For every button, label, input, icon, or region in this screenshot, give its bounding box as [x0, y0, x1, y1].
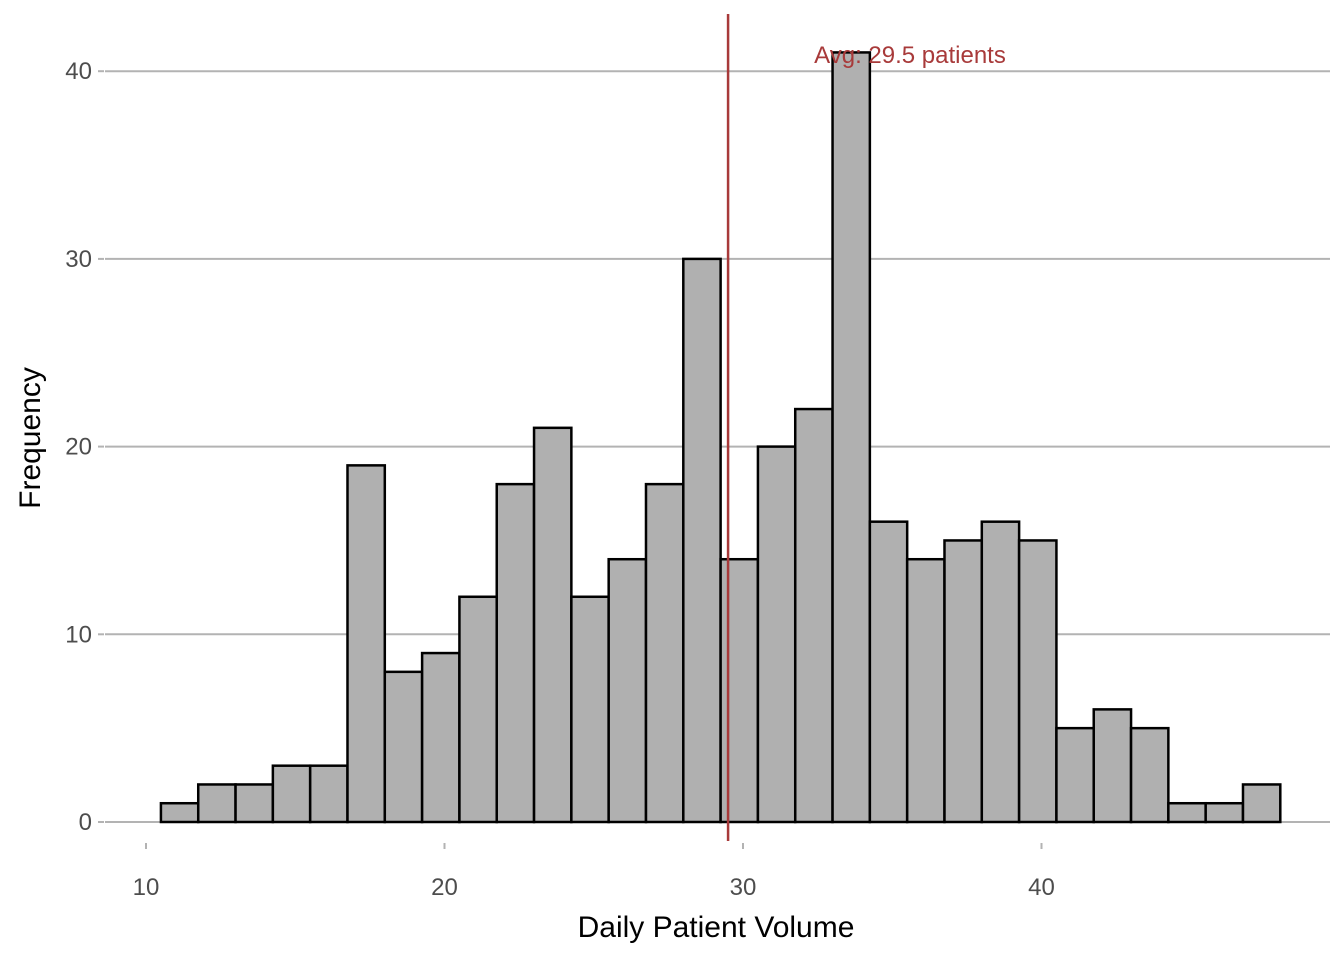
- histogram-bar: [607, 557, 648, 824]
- histogram-bar: [196, 783, 237, 824]
- histogram-bar: [234, 783, 275, 824]
- histogram-bar: [756, 445, 797, 824]
- histogram-bar: [868, 520, 909, 824]
- histogram-bar: [570, 595, 610, 824]
- y-axis-title: Frequency: [14, 367, 47, 509]
- y-tick-label: 20: [65, 434, 92, 461]
- x-tick-label: 30: [730, 874, 757, 901]
- histogram-bar: [458, 595, 498, 824]
- histogram-bar: [495, 482, 536, 824]
- histogram-bar: [905, 557, 946, 824]
- histogram-bar: [719, 557, 760, 824]
- histogram-bar: [271, 764, 312, 824]
- histogram-bar: [831, 51, 872, 824]
- histogram-bar: [1204, 801, 1245, 824]
- histogram-bar: [1167, 801, 1207, 824]
- histogram-bar: [308, 764, 349, 824]
- histogram-bar: [943, 539, 984, 824]
- histogram-bar: [159, 801, 200, 824]
- histogram-bar: [1017, 539, 1058, 824]
- histogram-bar: [346, 464, 387, 824]
- histogram-bar: [644, 482, 685, 824]
- histogram-bar: [1129, 726, 1170, 824]
- mean-reference-label: Avg: 29.5 patients: [814, 42, 1006, 69]
- y-tick-label: 0: [79, 809, 92, 836]
- histogram-bar: [980, 520, 1021, 824]
- histogram-bar: [1092, 708, 1133, 824]
- x-tick-label: 40: [1028, 874, 1055, 901]
- y-tick-label: 30: [65, 246, 92, 273]
- y-tick-label: 40: [65, 58, 92, 85]
- histogram-bar: [793, 407, 834, 824]
- y-tick-label: 10: [65, 621, 92, 648]
- histogram-bar: [383, 670, 424, 824]
- axis-ticks: 0 10 20 30 40 10 20 30 40: [65, 58, 1055, 901]
- bars: [159, 51, 1282, 824]
- histogram-bar: [1055, 726, 1095, 824]
- histogram-bar: [420, 651, 461, 824]
- histogram-bar: [1241, 783, 1282, 824]
- x-tick-label: 10: [133, 874, 160, 901]
- x-axis-title: Daily Patient Volume: [578, 911, 855, 944]
- histogram-bar: [682, 257, 722, 824]
- reference-line-group: Avg: 29.5 patients: [726, 14, 1006, 841]
- histogram-bar: [532, 426, 573, 824]
- x-tick-label: 20: [431, 874, 458, 901]
